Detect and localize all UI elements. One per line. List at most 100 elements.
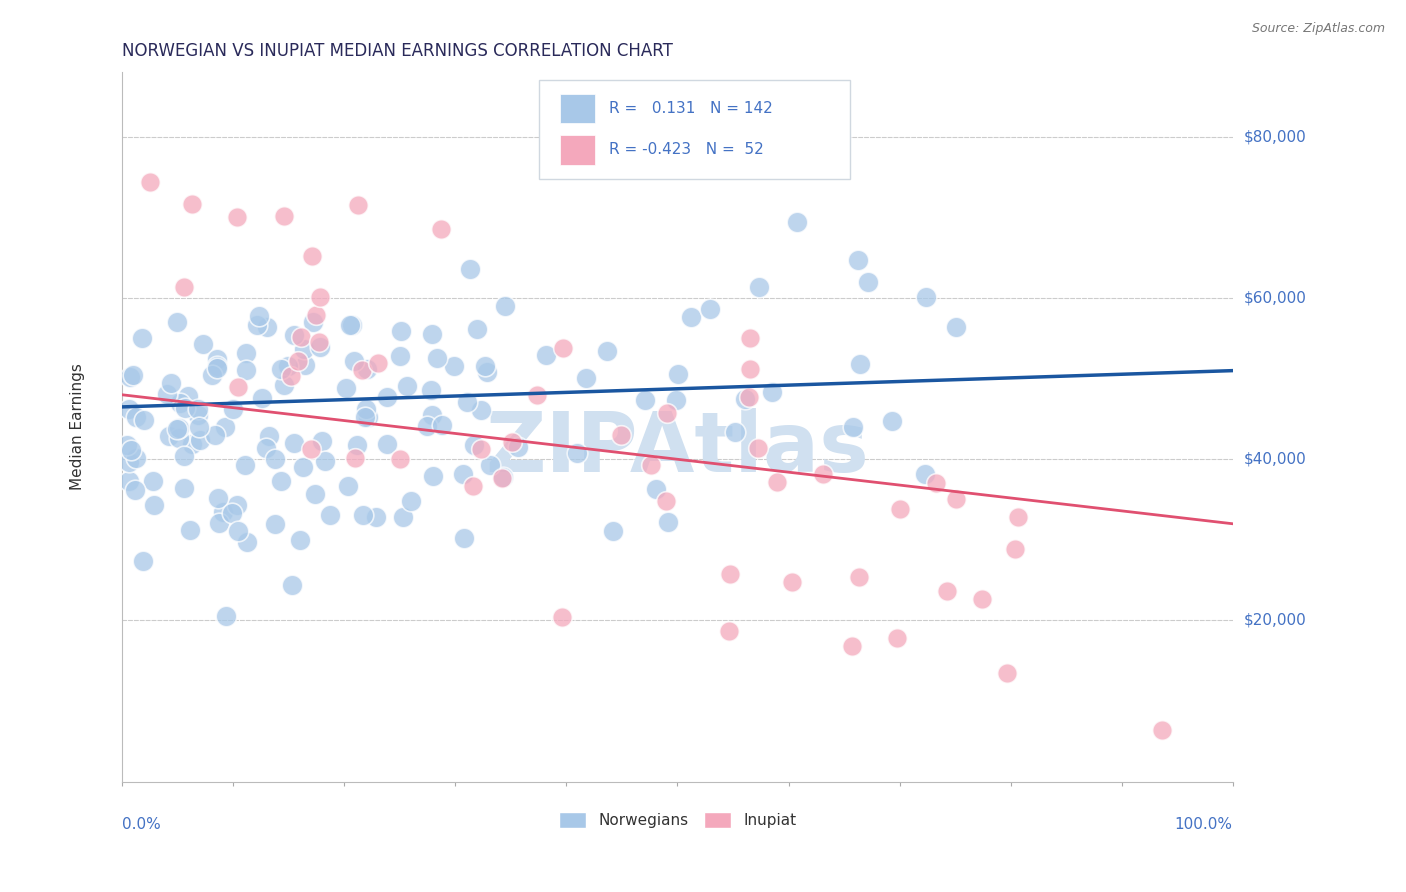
Point: [734, 392, 756, 406]
Bar: [560, 135, 595, 165]
Point: [288, 533, 311, 548]
Point: [270, 362, 292, 376]
Point: [124, 483, 146, 497]
Text: $20,000: $20,000: [1244, 613, 1306, 628]
Point: [187, 409, 209, 423]
Point: [886, 632, 908, 646]
Point: [453, 531, 475, 545]
Point: [463, 438, 485, 452]
Point: [419, 383, 441, 397]
Point: [1150, 723, 1173, 737]
Point: [738, 362, 761, 376]
Point: [277, 359, 299, 373]
Point: [596, 344, 619, 359]
Point: [347, 198, 370, 212]
Point: [465, 322, 488, 336]
Point: [443, 359, 465, 373]
Point: [357, 410, 380, 425]
Point: [342, 318, 364, 333]
Point: [841, 420, 863, 434]
Point: [167, 421, 190, 435]
Point: [470, 403, 492, 417]
Point: [187, 402, 209, 417]
Point: [461, 479, 484, 493]
Point: [205, 359, 228, 373]
Point: [470, 442, 492, 456]
Point: [634, 392, 657, 407]
Text: NORWEGIAN VS INUPIAT MEDIAN EARNINGS CORRELATION CHART: NORWEGIAN VS INUPIAT MEDIAN EARNINGS COR…: [122, 42, 673, 60]
Point: [122, 368, 145, 382]
Point: [226, 380, 249, 394]
Point: [610, 427, 633, 442]
Point: [236, 535, 259, 549]
Point: [425, 351, 447, 366]
Point: [173, 482, 195, 496]
Point: [118, 370, 141, 384]
Point: [936, 583, 959, 598]
Point: [352, 508, 374, 523]
Point: [344, 451, 367, 466]
Point: [453, 467, 475, 482]
Point: [319, 508, 342, 522]
Point: [292, 343, 315, 357]
Legend: Norwegians, Inupiat: Norwegians, Inupiat: [553, 806, 803, 834]
Point: [339, 318, 361, 333]
Point: [761, 384, 783, 399]
Point: [415, 418, 437, 433]
Point: [780, 574, 803, 589]
Point: [188, 420, 211, 434]
Point: [156, 386, 179, 401]
Text: 100.0%: 100.0%: [1174, 817, 1233, 832]
Point: [120, 443, 142, 458]
Point: [350, 363, 373, 377]
Point: [221, 506, 243, 520]
Point: [1007, 510, 1029, 524]
Point: [169, 396, 191, 410]
Point: [738, 330, 761, 344]
Point: [173, 280, 195, 294]
Point: [159, 376, 181, 390]
Point: [226, 211, 249, 225]
Point: [280, 578, 302, 592]
Point: [177, 389, 200, 403]
Point: [420, 408, 443, 422]
Point: [311, 434, 333, 449]
Point: [354, 409, 377, 424]
Point: [280, 369, 302, 384]
Point: [166, 422, 188, 436]
Point: [645, 482, 668, 496]
Text: 0.0%: 0.0%: [122, 817, 162, 832]
Point: [290, 329, 312, 343]
Point: [995, 666, 1018, 681]
Point: [204, 428, 226, 442]
Point: [354, 402, 377, 417]
Point: [655, 494, 678, 508]
Point: [737, 391, 759, 405]
Point: [430, 222, 453, 236]
Point: [205, 361, 228, 376]
Point: [970, 592, 993, 607]
Point: [193, 337, 215, 351]
Point: [914, 467, 936, 481]
Point: [665, 393, 688, 408]
Point: [474, 359, 496, 373]
Point: [945, 319, 967, 334]
Point: [602, 524, 624, 538]
Point: [567, 446, 589, 460]
Point: [375, 437, 398, 451]
Point: [343, 354, 366, 368]
Point: [247, 310, 270, 324]
Point: [208, 516, 231, 530]
Point: [717, 624, 740, 639]
Point: [214, 420, 236, 434]
Point: [287, 353, 309, 368]
Point: [945, 492, 967, 507]
Point: [422, 469, 444, 483]
Point: [925, 475, 948, 490]
Point: [475, 364, 498, 378]
Point: [257, 429, 280, 443]
Point: [179, 523, 201, 537]
Point: [291, 459, 314, 474]
Point: [430, 417, 453, 432]
Text: R =   0.131   N = 142: R = 0.131 N = 142: [609, 101, 772, 116]
